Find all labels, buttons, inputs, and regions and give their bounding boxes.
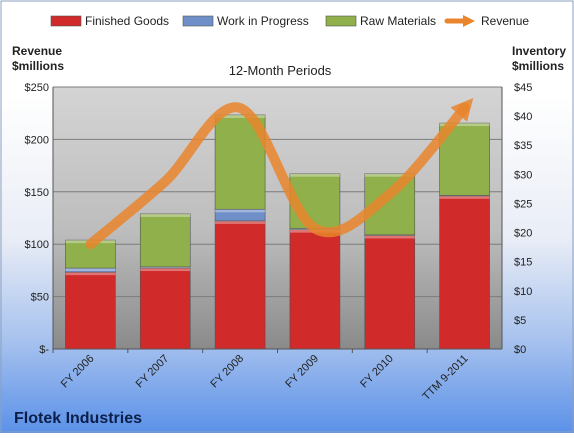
- bar-finished-goods: [214, 220, 266, 350]
- right-tick-label: $40: [514, 111, 532, 123]
- right-axis-label-line2: $millions: [512, 59, 564, 73]
- chart-title: 12-Month Periods: [229, 63, 332, 78]
- legend-item-work-in-progress: Work in Progress: [182, 14, 309, 28]
- bar-finished-goods: [139, 267, 191, 350]
- left-axis-label-line1: Revenue: [12, 44, 62, 58]
- bar-finished-goods: [364, 235, 416, 350]
- left-tick-label: $200: [25, 134, 49, 146]
- left-tick-label: $150: [25, 187, 49, 199]
- right-tick-label: $30: [514, 169, 532, 181]
- right-tick-label: $20: [514, 228, 532, 240]
- grid-lines: [53, 86, 502, 298]
- legend: Finished Goods Work in Progress Raw Materi…: [50, 14, 529, 28]
- bar-finished-goods: [289, 229, 341, 350]
- right-tick-label: $15: [514, 257, 532, 269]
- bar-work-in-progress: [214, 208, 266, 222]
- left-tick-label: $-: [39, 344, 49, 356]
- revenue-line: [85, 98, 474, 250]
- right-tick-label: $25: [514, 198, 532, 210]
- left-tick-label: $50: [31, 292, 49, 304]
- bars: [65, 114, 490, 350]
- right-axis-label-line1: Inventory: [512, 44, 566, 58]
- right-tick-label: $35: [514, 140, 532, 152]
- legend-item-revenue: Revenue: [444, 14, 529, 28]
- left-tick-label: $250: [25, 82, 49, 94]
- right-tick-label: $0: [514, 344, 526, 356]
- svg-text:Revenue: Revenue: [481, 14, 529, 28]
- bar-work-in-progress: [65, 267, 116, 273]
- left-axis-label-line2: $millions: [12, 59, 64, 73]
- left-tick-label: $100: [25, 239, 49, 251]
- bar-finished-goods: [65, 271, 116, 350]
- right-tick-label: $10: [514, 286, 532, 298]
- right-tick-label: $45: [514, 82, 532, 94]
- company-name: Flotek Industries: [14, 410, 142, 427]
- bar-raw-materials: [139, 213, 191, 268]
- right-tick-label: $5: [514, 315, 526, 327]
- svg-text:Work in Progress: Work in Progress: [217, 14, 309, 28]
- bar-finished-goods: [439, 195, 490, 350]
- legend-item-finished-goods: Finished Goods: [50, 14, 169, 28]
- svg-text:Finished Goods: Finished Goods: [85, 14, 169, 28]
- revenue-line-group: [85, 98, 474, 250]
- legend-item-raw-materials: Raw Materials: [325, 14, 436, 28]
- svg-text:Raw Materials: Raw Materials: [360, 14, 436, 28]
